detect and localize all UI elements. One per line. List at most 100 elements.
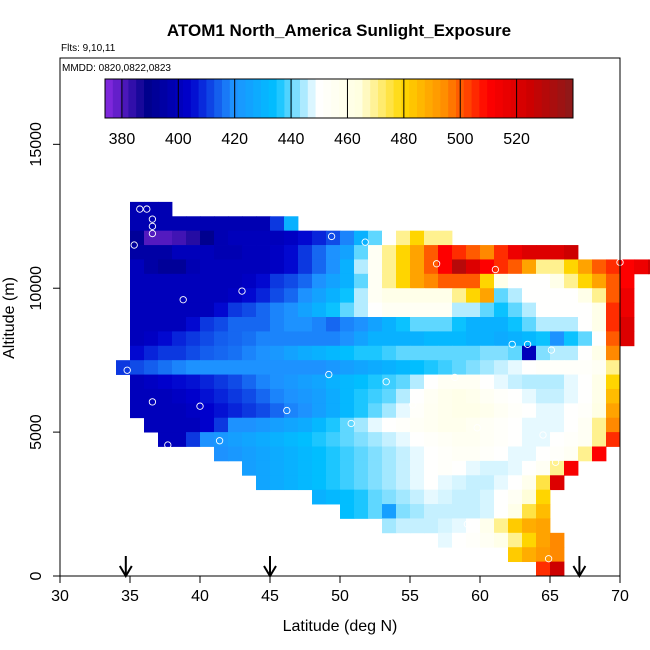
heatmap-cell xyxy=(452,460,467,476)
heatmap-cell xyxy=(536,417,551,433)
heatmap-cell xyxy=(410,360,425,375)
heatmap-cell xyxy=(410,460,425,476)
heatmap-cell xyxy=(228,331,243,347)
heatmap-cell xyxy=(158,388,173,404)
heatmap-cell xyxy=(438,403,453,419)
heatmap-cell xyxy=(606,388,621,404)
heatmap-cell xyxy=(200,288,215,304)
heatmap-cell xyxy=(466,432,481,447)
heatmap-cell xyxy=(158,374,173,390)
heatmap-cell xyxy=(536,360,551,375)
heatmap-cell xyxy=(340,230,355,246)
heatmap-cell xyxy=(508,403,523,419)
heatmap-cell xyxy=(424,403,439,419)
heatmap-cell xyxy=(550,360,565,375)
heatmap-cell xyxy=(564,259,579,275)
heatmap-cell xyxy=(200,302,215,318)
colorbar-segment xyxy=(159,79,168,118)
heatmap-cell xyxy=(466,259,481,275)
heatmap-cell xyxy=(578,374,593,390)
colorbar-segment xyxy=(432,79,441,118)
heatmap-cell xyxy=(452,403,467,419)
heatmap-cell xyxy=(298,374,313,390)
x-tick-label: 40 xyxy=(191,588,209,605)
heatmap-cell xyxy=(424,302,439,318)
flight-point xyxy=(215,437,224,445)
heatmap-cell xyxy=(340,504,355,519)
heatmap-cell xyxy=(578,259,593,275)
heatmap-cell xyxy=(536,403,551,419)
heatmap-cell xyxy=(270,345,285,361)
heatmap-cell xyxy=(368,302,383,318)
heatmap-cell xyxy=(424,374,439,390)
heatmap-cell xyxy=(564,388,579,404)
heatmap-cell xyxy=(186,388,201,404)
heatmap-cell xyxy=(396,432,411,447)
heatmap-cell xyxy=(172,417,187,433)
heatmap-cell xyxy=(480,360,495,375)
flight-point xyxy=(547,346,556,354)
colorbar-segment xyxy=(495,79,504,118)
heatmap-cell xyxy=(578,388,593,404)
heatmap-cell xyxy=(550,388,565,404)
heatmap-cell xyxy=(172,360,187,375)
heatmap-cell xyxy=(214,388,229,404)
heatmap-cell xyxy=(606,259,621,275)
arrow-head xyxy=(263,565,277,578)
heatmap-cell xyxy=(340,446,355,462)
heatmap-cell xyxy=(186,331,201,347)
heatmap-cell xyxy=(130,245,145,260)
heatmap-cell xyxy=(172,317,187,332)
colorbar-tick-label: 420 xyxy=(221,131,248,148)
heatmap-cell xyxy=(578,273,593,289)
heatmap-cell xyxy=(424,504,439,519)
heatmap-cell xyxy=(368,403,383,419)
colorbar-segment xyxy=(385,79,395,118)
heatmap-cell xyxy=(522,273,537,289)
heatmap-cell xyxy=(172,273,187,289)
heatmap-cell xyxy=(144,403,159,419)
heatmap-cell xyxy=(172,388,187,404)
heatmap-cell xyxy=(354,374,369,390)
heatmap-cell xyxy=(494,446,509,462)
heatmap-cell xyxy=(228,245,243,260)
heatmap-cell xyxy=(508,360,523,375)
heatmap-cell xyxy=(438,504,453,519)
heatmap-cell xyxy=(480,288,495,304)
heatmap-cell xyxy=(438,489,453,505)
heatmap-cell xyxy=(466,504,481,519)
heatmap-cell xyxy=(494,432,509,447)
heatmap-cell xyxy=(228,230,243,246)
heatmap-cell xyxy=(298,259,313,275)
heatmap-cell xyxy=(396,446,411,462)
heatmap-cell xyxy=(522,489,537,505)
heatmap-cell xyxy=(480,273,495,289)
heatmap-cell xyxy=(550,273,565,289)
heatmap-cell xyxy=(606,317,621,332)
heatmap-cell xyxy=(564,374,579,390)
heatmap-cell xyxy=(158,345,173,361)
heatmap-cell xyxy=(340,460,355,476)
heatmap-cell xyxy=(186,374,201,390)
heatmap-cell xyxy=(340,417,355,433)
heatmap-cell xyxy=(522,331,537,347)
colorbar-segment xyxy=(268,79,278,118)
heatmap-cell xyxy=(564,273,579,289)
heatmap-cell xyxy=(396,475,411,491)
heatmap-cell xyxy=(242,388,257,404)
heatmap-cell xyxy=(410,273,425,289)
heatmap-cell xyxy=(242,317,257,332)
colorbar-segment xyxy=(300,79,309,118)
heatmap-cell xyxy=(186,317,201,332)
heatmap-cell xyxy=(522,460,537,476)
flight-point xyxy=(463,520,472,528)
flight-point xyxy=(283,406,291,415)
heatmap-cell xyxy=(410,518,425,534)
heatmap-cell xyxy=(298,302,313,318)
heatmap-cell xyxy=(340,331,355,347)
heatmap-cell xyxy=(354,388,369,404)
heatmap-cell xyxy=(130,288,145,304)
heatmap-cell xyxy=(158,317,173,332)
latitude-arrows xyxy=(118,556,587,578)
colorbar-segment xyxy=(292,79,301,118)
